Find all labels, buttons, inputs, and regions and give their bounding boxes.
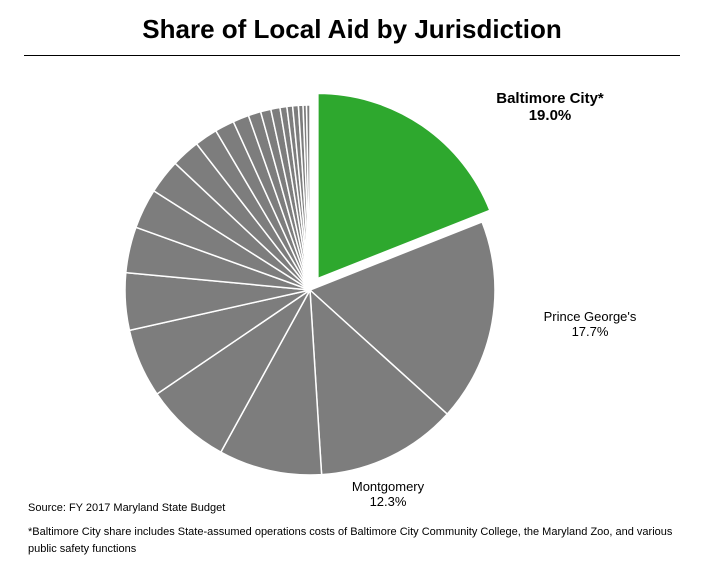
- title-divider: [24, 55, 680, 56]
- source-text: Source: FY 2017 Maryland State Budget: [28, 500, 676, 517]
- page-container: Share of Local Aid by Jurisdiction Balti…: [0, 0, 704, 573]
- footnote-text: *Baltimore City share includes State-ass…: [28, 524, 676, 557]
- pie-chart: Baltimore City*19.0% Prince George's17.7%…: [0, 60, 704, 490]
- slice-label: Baltimore City*19.0%: [470, 90, 630, 125]
- slice-label: Prince George's17.7%: [520, 310, 660, 340]
- chart-footer: Source: FY 2017 Maryland State Budget *B…: [28, 500, 676, 558]
- chart-title: Share of Local Aid by Jurisdiction: [0, 0, 704, 55]
- pie-svg: [0, 60, 704, 510]
